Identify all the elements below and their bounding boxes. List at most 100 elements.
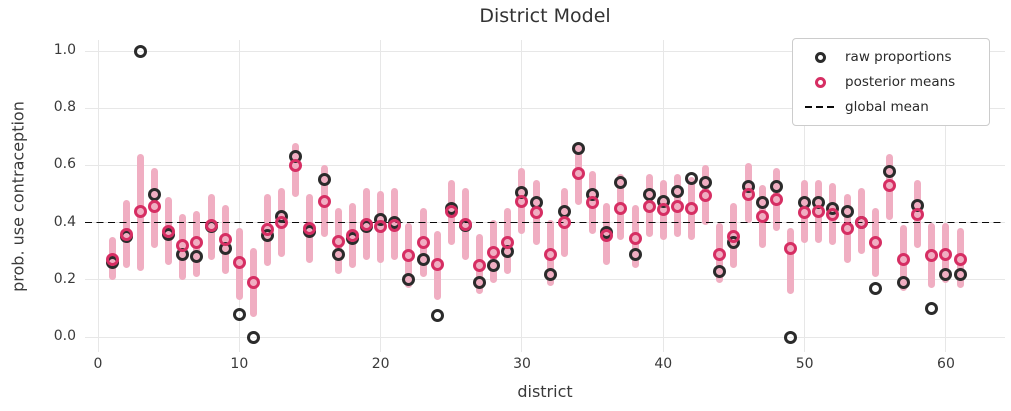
raw-proportion-marker <box>148 187 162 201</box>
raw-proportion-marker <box>769 180 783 194</box>
posterior-mean-marker <box>953 253 967 267</box>
legend-label: raw proportions <box>845 49 952 65</box>
raw-proportion-marker <box>784 330 798 344</box>
raw-proportion-marker <box>473 276 487 290</box>
posterior-mean-marker <box>317 194 331 208</box>
posterior-mean-marker <box>119 227 133 241</box>
legend-item-posterior-means: posterior means <box>803 72 979 92</box>
posterior-mean-marker <box>176 238 190 252</box>
posterior-mean-marker <box>388 218 402 232</box>
posterior-mean-marker <box>784 241 798 255</box>
raw-proportion-marker <box>840 204 854 218</box>
y-gridline <box>85 164 1005 166</box>
raw-proportion-marker <box>614 176 628 190</box>
posterior-mean-marker <box>360 217 374 231</box>
plot-area <box>85 40 1005 352</box>
raw-proportion-marker <box>543 267 557 281</box>
posterior-mean-marker <box>840 221 854 235</box>
posterior-mean-marker <box>600 228 614 242</box>
y-tick-label: 0.4 <box>53 213 76 230</box>
raw-proportion-marker <box>430 309 444 323</box>
raw-proportion-marker <box>487 259 501 272</box>
posterior-interval-bar <box>787 228 795 295</box>
x-axis-label: district <box>517 382 573 401</box>
posterior-mean-marker <box>755 210 769 224</box>
posterior-mean-marker <box>458 217 472 231</box>
raw-proportion-marker <box>642 187 656 201</box>
global-mean-dash-icon <box>805 106 835 108</box>
posterior-mean-marker <box>501 236 515 250</box>
x-tick-label: 10 <box>230 356 249 372</box>
raw-proportions-circle-icon <box>814 51 826 63</box>
x-tick-label: 0 <box>93 356 103 372</box>
chart-title: District Model <box>479 5 611 27</box>
y-tick-label: 1.0 <box>53 42 76 58</box>
posterior-mean-marker <box>190 236 204 250</box>
y-tick-label: 0.2 <box>53 270 76 287</box>
raw-proportion-marker <box>190 250 204 264</box>
posterior-mean-marker <box>882 178 896 192</box>
posterior-mean-marker <box>614 201 628 215</box>
y-axis-label: prob. use contraception <box>8 101 28 292</box>
raw-proportion-marker <box>572 141 586 155</box>
posterior-mean-marker <box>529 206 543 220</box>
posterior-means-circle-icon <box>814 76 826 88</box>
y-gridline <box>85 336 1005 338</box>
x-gridline <box>238 40 240 352</box>
posterior-mean-marker <box>402 248 416 262</box>
raw-proportion-marker <box>670 184 684 198</box>
posterior-mean-marker <box>430 257 444 271</box>
posterior-mean-marker <box>374 220 388 234</box>
y-gridline <box>85 50 1005 52</box>
posterior-mean-marker <box>345 228 359 242</box>
posterior-mean-marker <box>741 187 755 201</box>
raw-proportion-marker <box>755 196 769 210</box>
y-tick-label: 0.8 <box>53 99 76 116</box>
posterior-mean-marker <box>487 246 501 260</box>
posterior-mean-marker <box>515 194 529 208</box>
posterior-mean-marker <box>812 204 826 218</box>
posterior-mean-marker <box>289 158 303 172</box>
raw-proportion-marker <box>416 253 430 267</box>
x-tick-label: 30 <box>513 356 531 372</box>
posterior-mean-marker <box>656 203 670 217</box>
legend-swatch-cell <box>803 76 837 88</box>
posterior-mean-marker <box>148 200 162 214</box>
posterior-mean-marker <box>628 231 642 245</box>
posterior-mean-marker <box>939 247 953 261</box>
legend-label: global mean <box>845 99 929 115</box>
raw-proportion-marker <box>897 276 911 290</box>
posterior-mean-marker <box>685 201 699 215</box>
raw-proportion-marker <box>882 164 896 178</box>
legend-item-global-mean: global mean <box>803 97 979 117</box>
posterior-mean-marker <box>557 216 571 230</box>
global-mean-line <box>85 221 1005 224</box>
raw-proportion-marker <box>868 281 882 295</box>
posterior-mean-marker <box>444 204 458 218</box>
posterior-mean-marker <box>331 234 345 248</box>
posterior-mean-marker <box>911 207 925 221</box>
posterior-mean-marker <box>543 247 557 261</box>
x-tick-label: 60 <box>937 356 955 372</box>
x-gridline <box>97 40 99 352</box>
posterior-mean-marker <box>699 188 713 202</box>
posterior-mean-marker <box>416 236 430 250</box>
y-gridline <box>85 107 1005 109</box>
posterior-mean-marker <box>713 247 727 261</box>
raw-proportion-marker <box>925 301 939 315</box>
raw-proportion-marker <box>699 176 713 190</box>
posterior-mean-marker <box>232 256 246 270</box>
posterior-mean-marker <box>303 221 317 235</box>
raw-proportion-marker <box>402 273 416 287</box>
x-tick-label: 50 <box>795 356 814 372</box>
posterior-mean-marker <box>261 223 275 237</box>
posterior-mean-marker <box>769 193 783 207</box>
posterior-mean-marker <box>162 224 176 238</box>
posterior-mean-marker <box>868 236 882 250</box>
posterior-mean-marker <box>275 216 289 230</box>
raw-proportion-marker <box>713 264 727 278</box>
legend: raw proportions posterior means global m… <box>792 38 990 126</box>
legend-item-raw-proportions: raw proportions <box>803 47 979 67</box>
legend-label: posterior means <box>845 74 956 90</box>
